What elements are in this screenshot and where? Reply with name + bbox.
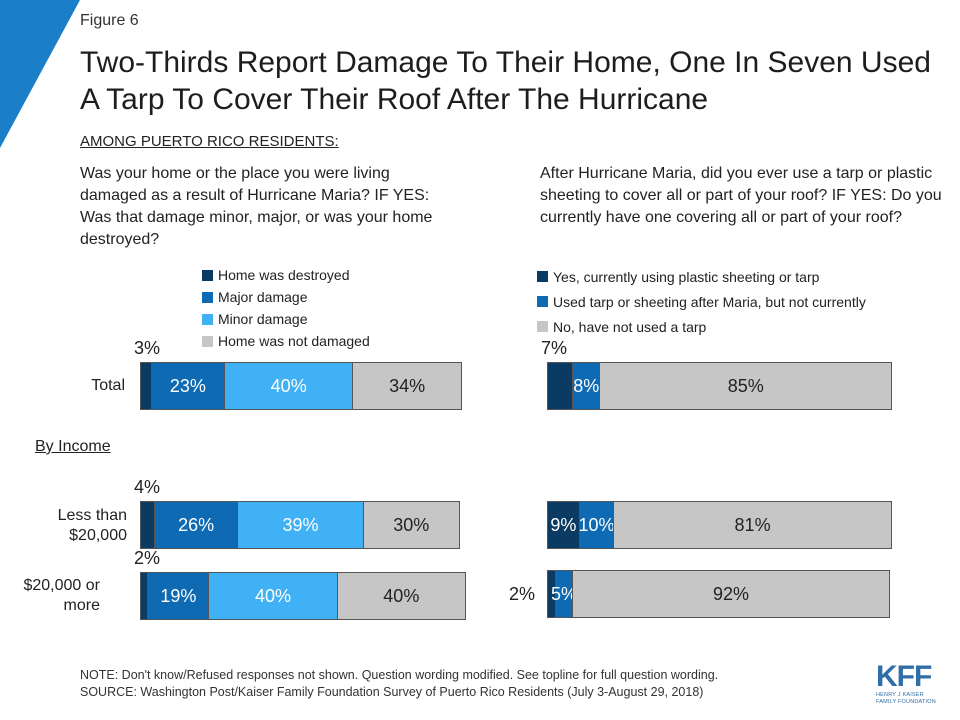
bar-segment: 40% (208, 573, 337, 619)
question-tarp: After Hurricane Maria, did you ever use … (540, 165, 942, 226)
bar-segment (548, 363, 572, 409)
bar-segment: 19% (147, 573, 209, 619)
legend-label: Home was not damaged (218, 333, 370, 349)
data-label: 81% (734, 514, 771, 535)
bar-segment (141, 363, 151, 409)
legend-swatch (202, 335, 213, 347)
data-label: 7% (541, 338, 568, 358)
data-label: 26% (178, 514, 215, 535)
bar-segment: 85% (599, 363, 891, 409)
logo-line-1: HENRY J KAISER (876, 692, 924, 698)
stacked-bar: 9% 10% 81% (547, 501, 892, 549)
data-label: 2% (134, 548, 161, 568)
legend-label: Minor damage (218, 311, 308, 327)
bar-segment: 81% (613, 502, 891, 548)
legend-swatch (537, 296, 548, 307)
legend-label: Used tarp or sheeting after Maria, but n… (553, 293, 866, 310)
legend-item: Home was not damaged (202, 330, 370, 352)
bar-segment: 92% (572, 571, 889, 617)
data-label: 40% (383, 585, 420, 606)
data-label: 30% (393, 514, 430, 535)
logo-line-2: FAMILY FOUNDATION (876, 699, 936, 705)
stacked-bar: 26% 39% 30% (140, 501, 460, 549)
stacked-bar: 5% 92% (547, 570, 890, 618)
row-label: Less than $20,000 (57, 507, 127, 544)
legend-item: Major damage (202, 286, 370, 308)
data-label: 85% (727, 375, 764, 396)
data-label: 8% (573, 375, 600, 396)
source-text: SOURCE: Washington Post/Kaiser Family Fo… (80, 685, 704, 699)
data-label: 40% (254, 585, 292, 606)
legend-item: Home was destroyed (202, 264, 370, 286)
section-label-income: By Income (35, 438, 111, 455)
legend-swatch (202, 313, 213, 325)
legend-item: Yes, currently using plastic sheeting or… (537, 264, 866, 289)
bar-segment: 8% (572, 363, 600, 409)
data-label: 39% (282, 514, 319, 535)
legend-tarp: Yes, currently using plastic sheeting or… (537, 264, 866, 339)
data-label: 40% (270, 375, 307, 396)
stacked-bar: 19% 40% 40% (140, 572, 466, 620)
row-label: Total (91, 377, 125, 394)
legend-damage: Home was destroyed Major damage Minor dama… (202, 264, 370, 352)
row-label: $20,000 or more (23, 577, 100, 614)
data-label: 92% (713, 583, 750, 604)
bar-segment: 26% (153, 502, 238, 548)
data-label: 4% (134, 477, 161, 497)
data-label: 23% (169, 375, 206, 396)
bar-segment: 23% (150, 363, 225, 409)
legend-swatch (202, 291, 213, 303)
bar-segment (548, 571, 555, 617)
note-text: NOTE: Don't know/Refused responses not s… (80, 668, 719, 682)
legend-item: Used tarp or sheeting after Maria, but n… (537, 289, 866, 314)
data-label: 9% (550, 514, 577, 535)
bar-segment: 9% (548, 502, 579, 548)
bar-segment: 30% (362, 502, 459, 548)
figure-label: Figure 6 (80, 12, 139, 29)
bar-segment: 34% (352, 363, 461, 409)
stacked-bar: 23% 40% 34% (140, 362, 462, 410)
data-label: 10% (578, 514, 615, 535)
bar-segment: 10% (578, 502, 615, 548)
corner-decoration (0, 0, 80, 148)
data-label: 34% (389, 375, 426, 396)
logo-letters: KFF (876, 660, 932, 693)
data-label: 3% (134, 338, 161, 358)
legend-swatch (537, 271, 548, 282)
chart-title: Two-Thirds Report Damage To Their Home, … (80, 46, 931, 116)
legend-label: No, have not used a tarp (553, 318, 707, 335)
data-label: 19% (160, 585, 197, 606)
kff-logo: KFF HENRY J KAISER FAMILY FOUNDATION (876, 662, 946, 706)
bar-segment: 40% (224, 363, 353, 409)
stacked-bar: 8% 85% (547, 362, 892, 410)
question-damage: Was your home or the place you were livi… (80, 165, 433, 248)
data-label: 2% (509, 584, 536, 604)
footnote: NOTE: Don't know/Refused responses not s… (80, 667, 860, 701)
bar-segment: 5% (551, 571, 577, 617)
bar-segment (141, 502, 154, 548)
legend-label: Major damage (218, 289, 308, 305)
legend-swatch (537, 321, 548, 332)
legend-label: Yes, currently using plastic sheeting or… (553, 268, 820, 285)
bar-segment: 40% (336, 573, 465, 619)
legend-label: Home was destroyed (218, 267, 350, 283)
legend-item: No, have not used a tarp (537, 314, 866, 339)
legend-swatch (202, 269, 213, 281)
bar-segment: 39% (237, 502, 363, 548)
chart-subtitle: AMONG PUERTO RICO RESIDENTS: (80, 133, 339, 150)
data-label: 5% (550, 583, 577, 604)
bar-segment (141, 573, 148, 619)
legend-item: Minor damage (202, 308, 370, 330)
